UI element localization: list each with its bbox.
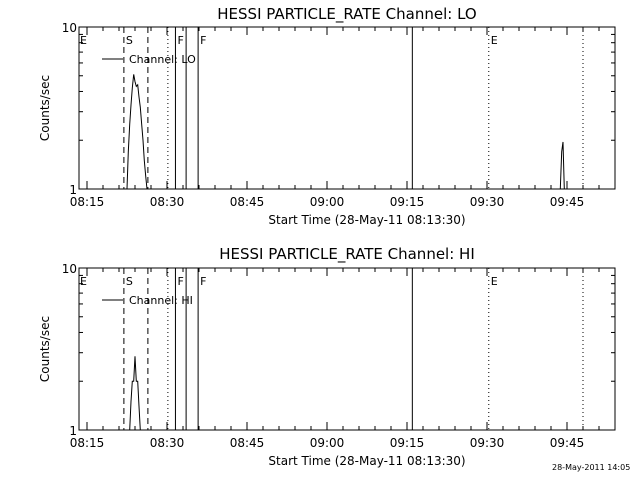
- series-line: [129, 356, 141, 431]
- x-tick-label: 08:30: [150, 195, 185, 209]
- event-label: E: [491, 275, 498, 288]
- y-tick-label: 10: [62, 21, 77, 35]
- x-tick-label: 08:45: [230, 195, 265, 209]
- x-tick-label: 09:15: [390, 195, 425, 209]
- x-tick-label: 09:00: [310, 195, 345, 209]
- plot-frame: [78, 26, 616, 190]
- series-line: [126, 74, 148, 190]
- plot-frame: [78, 267, 616, 431]
- y-axis-label: Counts/sec: [38, 316, 52, 382]
- y-tick-label: 10: [62, 262, 77, 276]
- x-tick-label: 09:45: [550, 436, 585, 450]
- chart-title: HESSI PARTICLE_RATE Channel: LO: [217, 5, 476, 24]
- y-tick-label: 1: [69, 424, 77, 438]
- event-label: F: [177, 34, 183, 47]
- x-tick-label: 08:15: [70, 436, 105, 450]
- y-tick-label: 1: [69, 183, 77, 197]
- event-label: F: [200, 34, 206, 47]
- x-tick-label: 09:00: [310, 436, 345, 450]
- series-line: [559, 141, 565, 190]
- x-tick-label: 09:15: [390, 436, 425, 450]
- event-label: S: [126, 34, 133, 47]
- x-tick-label: 09:30: [470, 195, 505, 209]
- chart-title: HESSI PARTICLE_RATE Channel: HI: [219, 245, 475, 264]
- event-label: E: [491, 34, 498, 47]
- x-axis-label: Start Time (28-May-11 08:13:30): [268, 454, 465, 468]
- y-axis-label: Counts/sec: [38, 75, 52, 141]
- event-label: F: [177, 275, 183, 288]
- legend-label: Channel: HI: [129, 294, 193, 307]
- event-label: F: [200, 275, 206, 288]
- event-label: E: [80, 34, 87, 47]
- x-tick-label: 09:30: [470, 436, 505, 450]
- timestamp-stamp: 28-May-2011 14:05: [552, 463, 631, 472]
- x-tick-label: 08:45: [230, 436, 265, 450]
- event-label: E: [80, 275, 87, 288]
- x-tick-label: 08:15: [70, 195, 105, 209]
- x-axis-label: Start Time (28-May-11 08:13:30): [268, 213, 465, 227]
- legend-label: Channel: LO: [129, 53, 196, 66]
- x-tick-label: 09:45: [550, 195, 585, 209]
- x-tick-label: 08:30: [150, 436, 185, 450]
- event-label: S: [126, 275, 133, 288]
